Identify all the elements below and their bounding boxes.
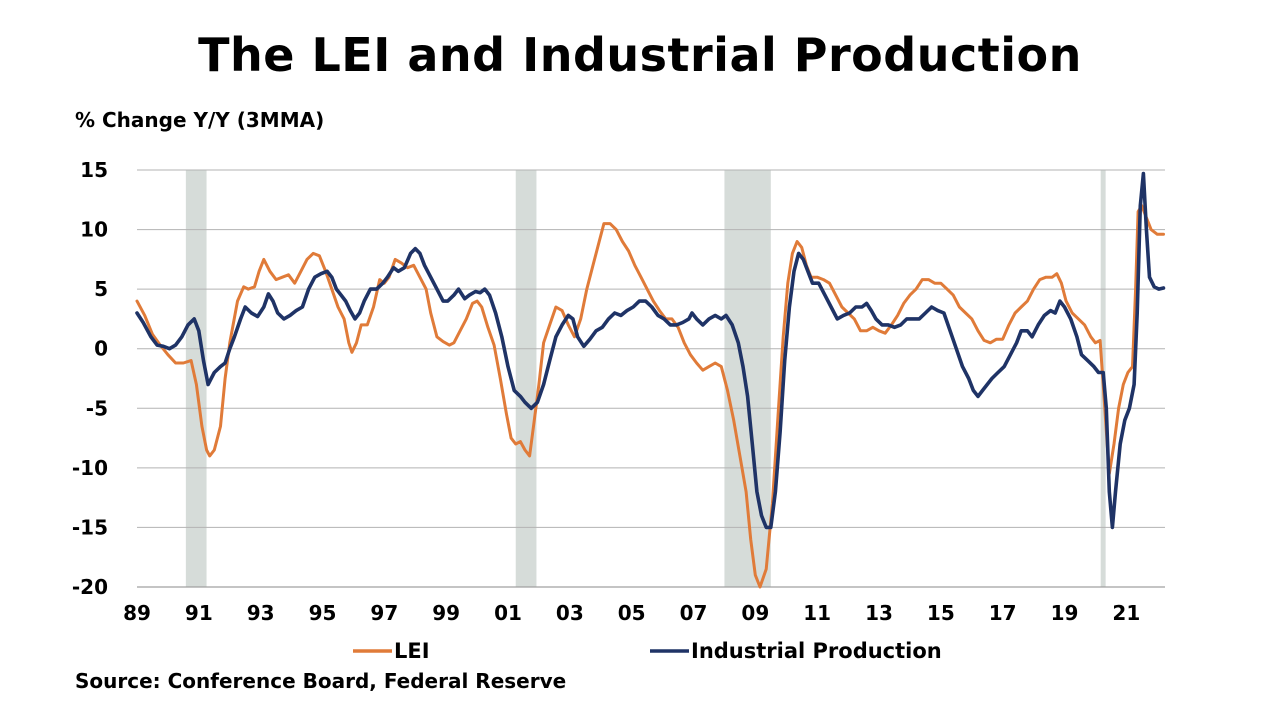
series-line-lei bbox=[135, 204, 1165, 589]
x-tick-label: 03 bbox=[556, 601, 584, 625]
series-line-industrial-production bbox=[135, 171, 1166, 530]
legend-label-lei: LEI bbox=[394, 639, 430, 663]
y-tick-label: -10 bbox=[72, 456, 108, 480]
y-tick-label: -15 bbox=[72, 515, 108, 539]
y-axis-ticks: 15 10 5 0 -5 -10 -15 -20 bbox=[72, 158, 108, 599]
recession-band-1 bbox=[515, 170, 537, 587]
x-tick-label: 07 bbox=[680, 601, 708, 625]
x-tick-label: 09 bbox=[741, 601, 769, 625]
y-axis-unit-label: % Change Y/Y (3MMA) bbox=[75, 108, 325, 132]
x-tick-label: 17 bbox=[989, 601, 1017, 625]
x-tick-label: 97 bbox=[370, 601, 398, 625]
x-tick-label: 95 bbox=[309, 601, 337, 625]
x-tick-label: 19 bbox=[1051, 601, 1079, 625]
x-tick-label: 11 bbox=[803, 601, 831, 625]
x-tick-label: 21 bbox=[1112, 601, 1140, 625]
legend-label-industrial-production: Industrial Production bbox=[691, 639, 942, 663]
y-tick-label: 15 bbox=[80, 158, 108, 182]
x-tick-label: 01 bbox=[494, 601, 522, 625]
x-tick-label: 05 bbox=[618, 601, 646, 625]
y-tick-label: 10 bbox=[80, 218, 108, 242]
series-lines bbox=[135, 171, 1166, 589]
x-tick-label: 89 bbox=[123, 601, 151, 625]
y-tick-label: 5 bbox=[94, 277, 108, 301]
y-tick-label: -20 bbox=[72, 575, 108, 599]
x-tick-label: 15 bbox=[927, 601, 955, 625]
x-tick-label: 91 bbox=[185, 601, 213, 625]
y-tick-label: 0 bbox=[94, 337, 108, 361]
y-tick-label: -5 bbox=[86, 396, 108, 420]
x-tick-label: 93 bbox=[247, 601, 275, 625]
x-axis-ticks: 89 91 93 95 97 99 01 03 05 07 09 11 13 15 17 19 21 bbox=[123, 601, 1140, 625]
chart-title: The LEI and Industrial Production bbox=[198, 28, 1082, 82]
y-gridlines bbox=[137, 169, 1165, 528]
x-tick-label: 99 bbox=[432, 601, 460, 625]
legend: LEI Industrial Production bbox=[353, 639, 942, 663]
source-note: Source: Conference Board, Federal Reserv… bbox=[75, 669, 567, 693]
x-tick-label: 13 bbox=[865, 601, 893, 625]
